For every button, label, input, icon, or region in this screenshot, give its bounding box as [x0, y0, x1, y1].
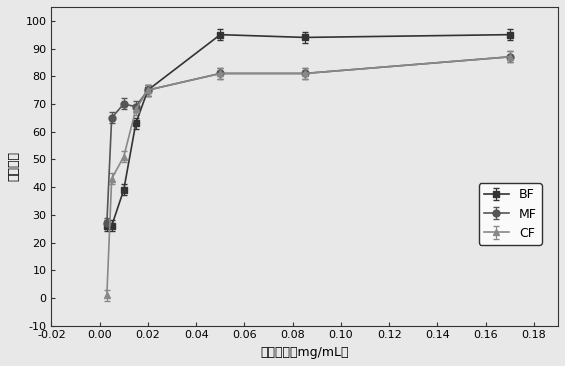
Legend: BF, MF, CF: BF, MF, CF — [479, 183, 542, 245]
Y-axis label: 抑制率％: 抑制率％ — [7, 151, 20, 181]
X-axis label: 样品浓度（mg/mL）: 样品浓度（mg/mL） — [260, 346, 349, 359]
